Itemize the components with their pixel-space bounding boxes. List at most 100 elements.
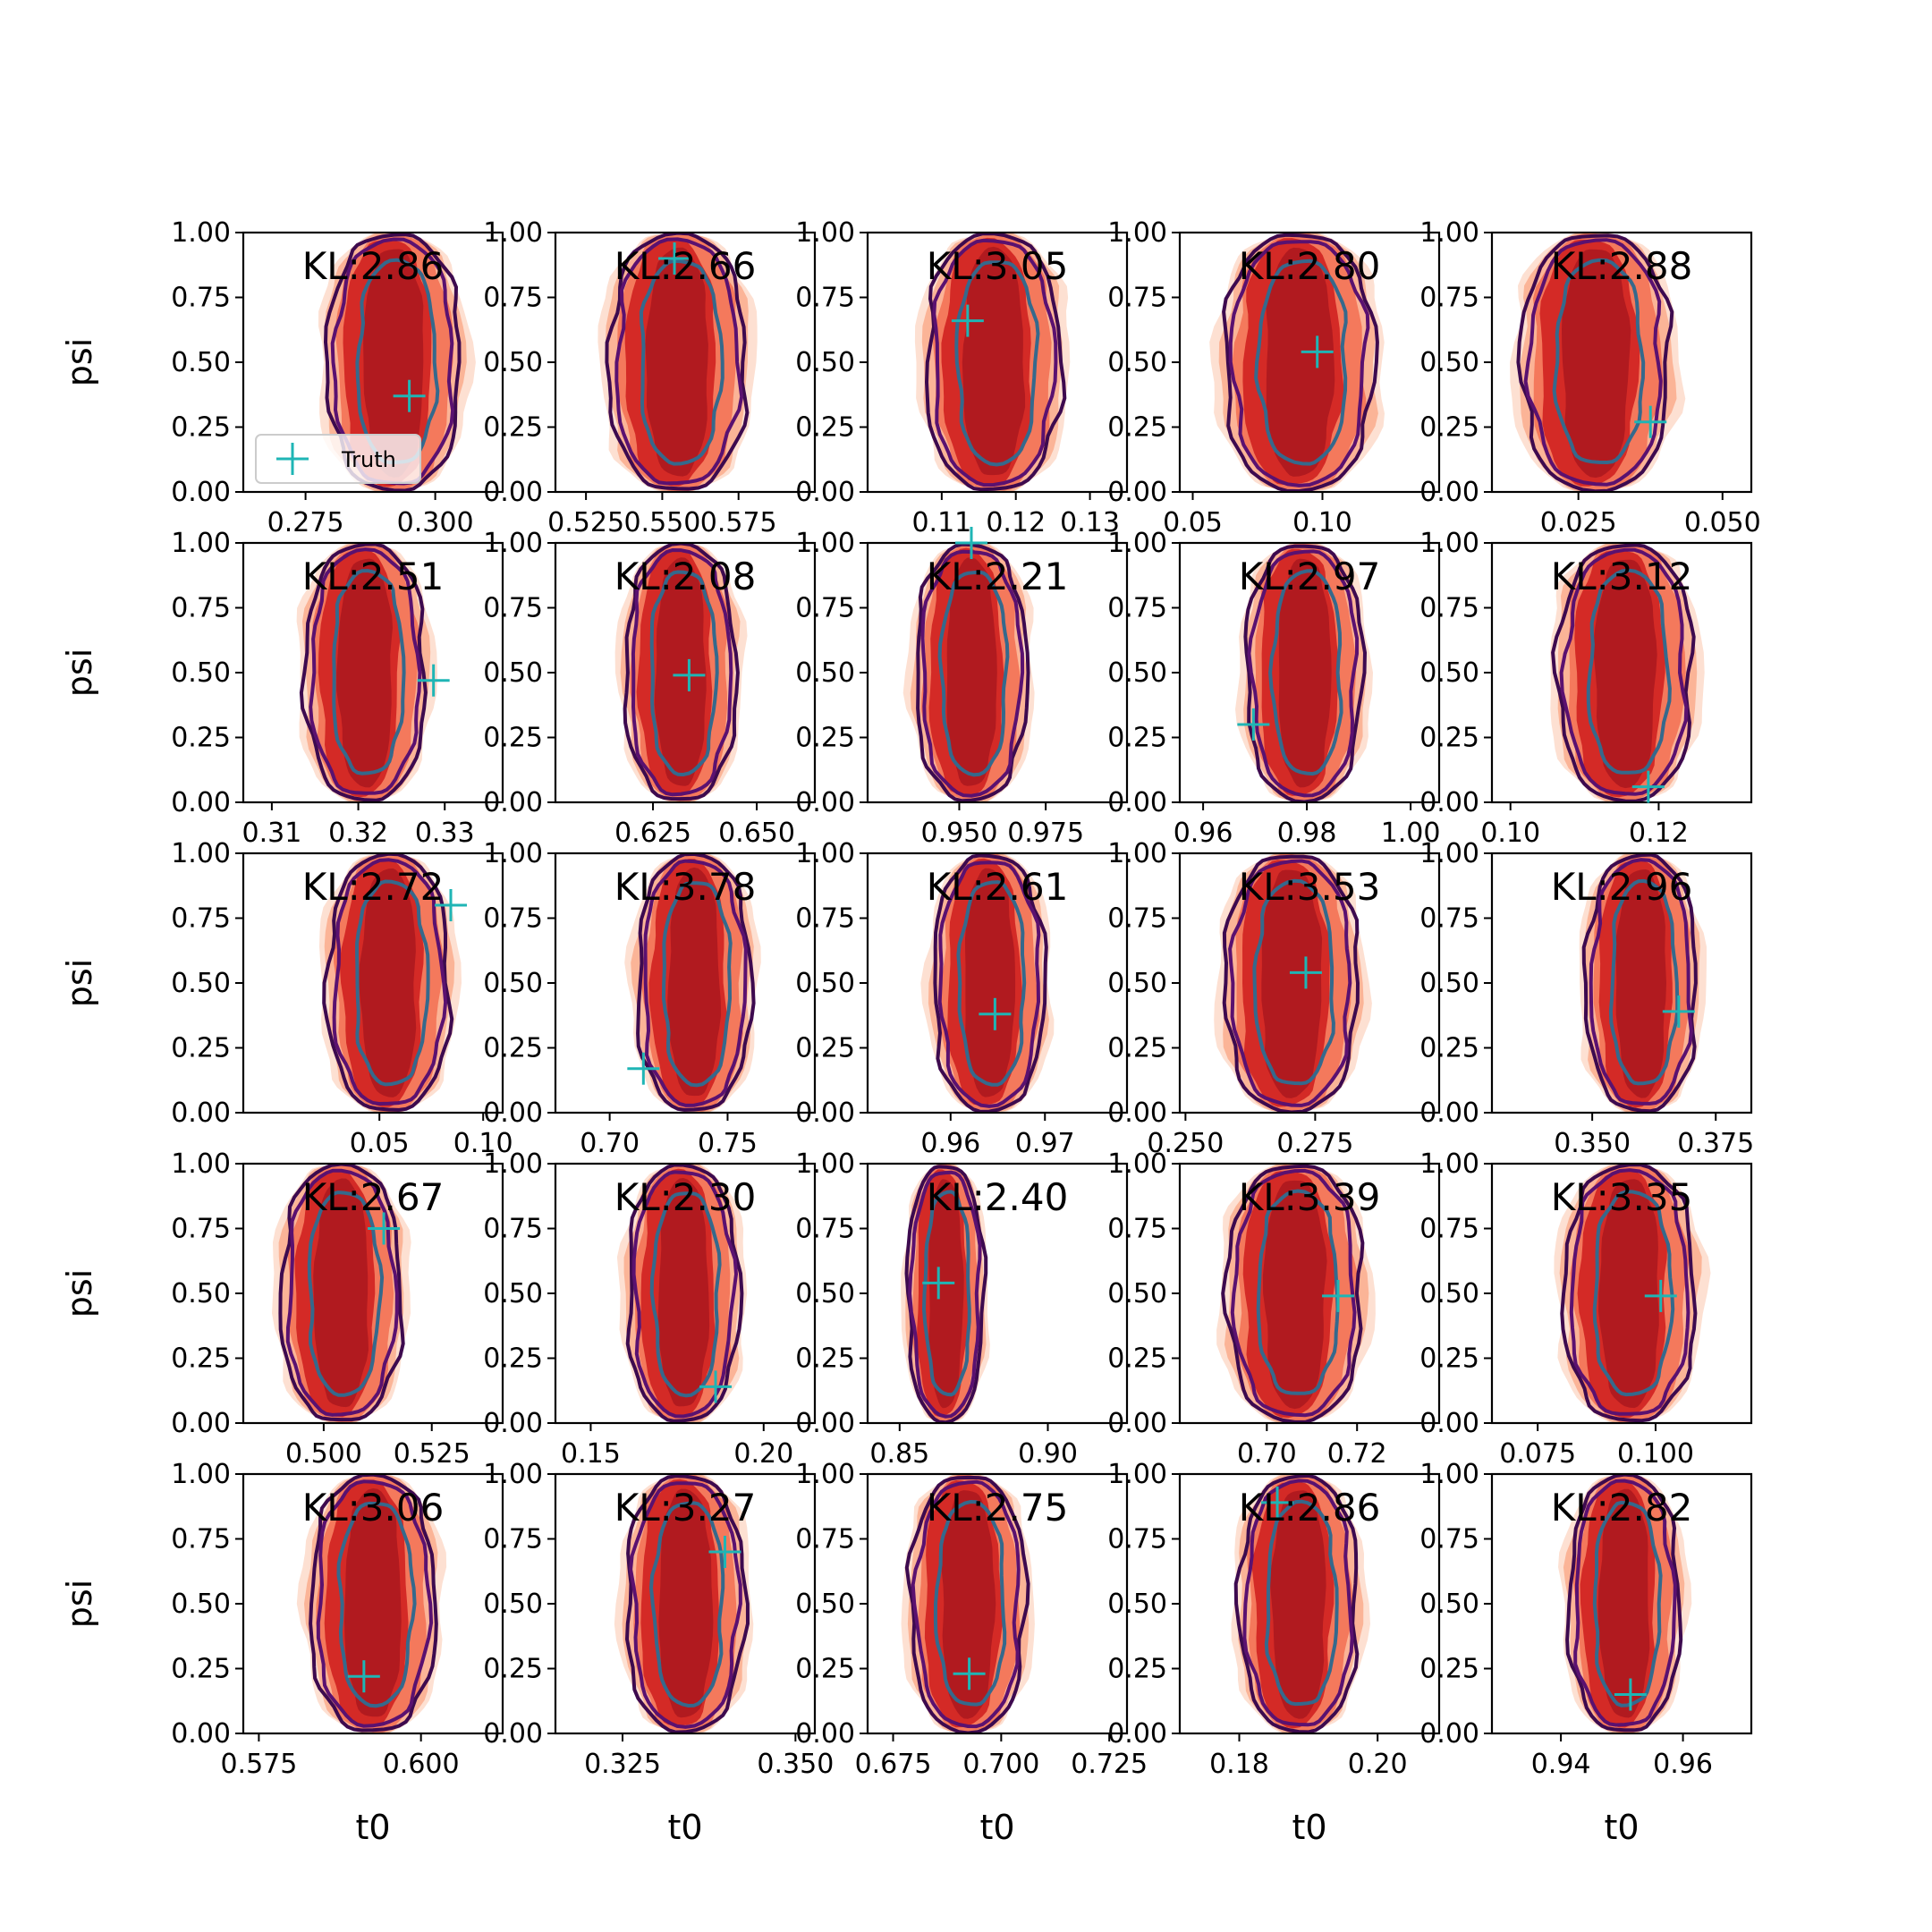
y-tick-label: 0.75 bbox=[795, 903, 855, 935]
y-tick-label: 0.00 bbox=[483, 1097, 543, 1129]
y-tick-label: 0.00 bbox=[171, 1408, 231, 1439]
y-tick-label: 0.50 bbox=[1419, 968, 1479, 999]
x-tick-label: 0.275 bbox=[1276, 1128, 1353, 1159]
kl-annotation: KL:3.35 bbox=[1551, 1175, 1693, 1219]
contour-middle bbox=[614, 237, 744, 486]
x-tick-label: 0.94 bbox=[1531, 1749, 1591, 1780]
kl-annotation: KL:3.06 bbox=[302, 1486, 445, 1530]
y-tick-label: 0.50 bbox=[1107, 657, 1167, 689]
density-level-5 bbox=[964, 868, 1016, 1097]
contour-outer bbox=[1551, 543, 1696, 802]
truth-marker bbox=[699, 1370, 733, 1403]
x-axis-label: t0 bbox=[1292, 1808, 1326, 1847]
contour-outer bbox=[916, 543, 1030, 802]
contour-inner bbox=[933, 1499, 1007, 1707]
density-level-5 bbox=[1270, 1490, 1326, 1719]
panel-20: 0.00 0.25 0.50 0.75 1.00 0.075 0.100 KL:3.35 bbox=[1419, 1148, 1753, 1470]
x-tick-label: 0.97 bbox=[1015, 1128, 1075, 1159]
truth-marker bbox=[1237, 708, 1270, 741]
contour-lines bbox=[1243, 544, 1368, 802]
x-tick-label: 0.675 bbox=[855, 1749, 932, 1780]
contour-outer bbox=[309, 1474, 438, 1733]
contour-outer bbox=[1221, 1164, 1365, 1423]
x-tick-label: 0.725 bbox=[1071, 1749, 1148, 1780]
density-level-5 bbox=[928, 1179, 964, 1409]
contour-lines bbox=[1560, 1164, 1698, 1423]
y-tick-label: 0.25 bbox=[1107, 723, 1167, 754]
y-tick-label: 0.00 bbox=[171, 1718, 231, 1750]
y-tick-label: 1.00 bbox=[171, 528, 231, 559]
panel-3: 0.00 0.25 0.50 0.75 1.00 0.11 0.12 0.13 KL:3.05 bbox=[795, 217, 1129, 538]
contour-outer bbox=[605, 233, 750, 491]
y-tick-label: 0.75 bbox=[795, 283, 855, 314]
contour-inner bbox=[1586, 568, 1672, 775]
y-tick-label: 0.00 bbox=[171, 787, 231, 818]
density-level-5 bbox=[1593, 559, 1657, 789]
contour-inner bbox=[649, 1191, 722, 1398]
y-tick-label: 1.00 bbox=[171, 217, 231, 249]
contour-lines bbox=[309, 1474, 438, 1733]
y-tick-label: 0.00 bbox=[1107, 1718, 1167, 1750]
y-tick-label: 0.00 bbox=[483, 787, 543, 818]
contour-middle bbox=[631, 547, 733, 797]
y-tick-label: 0.75 bbox=[1107, 1214, 1167, 1245]
truth-marker bbox=[951, 304, 984, 337]
kl-annotation: KL:2.96 bbox=[1551, 865, 1693, 909]
y-tick-label: 0.25 bbox=[483, 1033, 543, 1064]
y-tick-label: 0.50 bbox=[171, 1589, 231, 1620]
contour-inner bbox=[1252, 878, 1335, 1086]
panel-22: 0.00 0.25 0.50 0.75 1.00 0.325 0.350 KL:3.27 t0 bbox=[483, 1459, 834, 1847]
contour-outer bbox=[299, 543, 428, 802]
x-axis-label: t0 bbox=[979, 1808, 1014, 1847]
y-tick-label: 0.75 bbox=[1419, 1214, 1479, 1245]
y-tick-label: 0.50 bbox=[795, 657, 855, 689]
x-tick-label: 0.100 bbox=[1617, 1438, 1694, 1470]
contour-lines bbox=[924, 233, 1067, 492]
kl-annotation: KL:2.30 bbox=[614, 1175, 757, 1219]
truth-marker bbox=[922, 1267, 955, 1300]
x-tick-label: 0.525 bbox=[547, 507, 624, 538]
x-tick-label: 0.025 bbox=[1540, 507, 1617, 538]
contour-lines bbox=[904, 1165, 988, 1423]
x-tick-label: 0.18 bbox=[1209, 1749, 1269, 1780]
truth-marker bbox=[953, 1657, 986, 1690]
y-tick-label: 0.25 bbox=[483, 412, 543, 444]
y-tick-label: 1.00 bbox=[483, 528, 543, 559]
y-tick-label: 0.25 bbox=[483, 1654, 543, 1685]
contour-outer bbox=[322, 853, 454, 1112]
truth-marker bbox=[1322, 1279, 1355, 1312]
contour-lines bbox=[1221, 1164, 1365, 1423]
y-tick-label: 0.50 bbox=[1107, 347, 1167, 378]
x-tick-label: 0.275 bbox=[267, 507, 344, 538]
panel-21: 0.00 0.25 0.50 0.75 1.00 0.575 0.600 KL:3.06 psi… bbox=[60, 1459, 504, 1847]
contour-middle bbox=[1228, 859, 1352, 1107]
contour-middle bbox=[920, 549, 1025, 798]
truth-marker bbox=[1631, 770, 1665, 803]
contour-lines bbox=[605, 233, 750, 491]
y-tick-label: 0.00 bbox=[171, 477, 231, 508]
x-tick-label: 0.15 bbox=[561, 1438, 621, 1470]
kl-annotation: KL:3.78 bbox=[614, 865, 757, 909]
y-tick-label: 1.00 bbox=[795, 217, 855, 249]
contour-inner bbox=[649, 570, 719, 777]
y-tick-label: 0.25 bbox=[1419, 412, 1479, 444]
kl-annotation: KL:2.61 bbox=[927, 865, 1069, 909]
y-tick-label: 1.00 bbox=[171, 1148, 231, 1180]
x-tick-label: 0.350 bbox=[1554, 1128, 1631, 1159]
x-tick-label: 0.33 bbox=[415, 818, 475, 849]
contour-outer bbox=[1581, 853, 1698, 1113]
y-tick-label: 0.00 bbox=[483, 1718, 543, 1750]
density-level-5 bbox=[1615, 869, 1666, 1098]
y-tick-label: 0.25 bbox=[795, 1343, 855, 1375]
panel-25: 0.00 0.25 0.50 0.75 1.00 0.94 0.96 KL:2.82 t0 bbox=[1419, 1459, 1753, 1847]
y-tick-label: 0.25 bbox=[795, 1033, 855, 1064]
contour-lines bbox=[1581, 853, 1698, 1113]
y-tick-label: 0.50 bbox=[171, 657, 231, 689]
y-tick-label: 1.00 bbox=[171, 1459, 231, 1490]
contour-lines bbox=[933, 853, 1048, 1113]
y-tick-label: 0.75 bbox=[483, 593, 543, 624]
contour-lines bbox=[623, 543, 740, 801]
kl-annotation: KL:2.75 bbox=[927, 1486, 1069, 1530]
y-tick-label: 0.00 bbox=[1107, 1408, 1167, 1439]
density-level-5 bbox=[1261, 869, 1323, 1098]
